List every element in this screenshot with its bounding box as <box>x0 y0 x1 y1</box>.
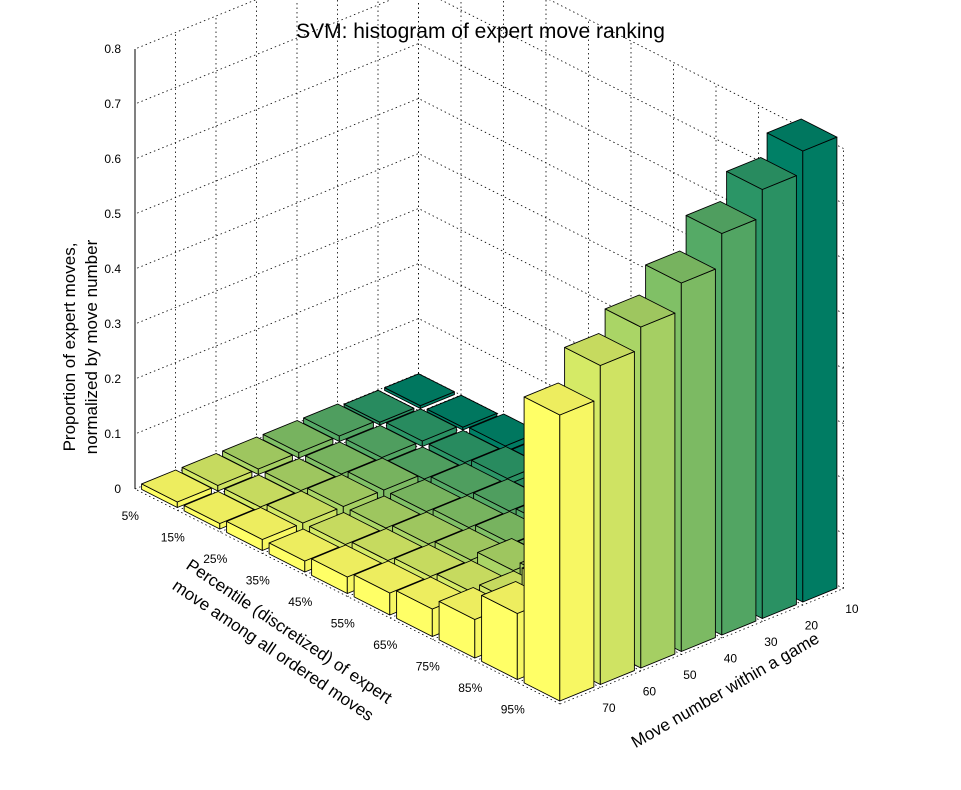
bar-face-top <box>343 389 415 423</box>
bar <box>386 408 457 447</box>
gridline-z <box>134 0 844 149</box>
bar-face-left <box>523 396 561 702</box>
bar-face-right <box>802 136 838 603</box>
z-tick-label: 0 <box>114 482 121 496</box>
z-tick-label: 0.4 <box>104 262 121 276</box>
bar-face-top <box>390 479 461 512</box>
bar-face-top <box>726 157 797 190</box>
x-tick-label: 5% <box>122 509 140 523</box>
bar-face-top <box>386 408 457 442</box>
bar-face-top <box>432 495 504 528</box>
bar-face-top <box>309 512 380 545</box>
bar-face-right <box>640 312 676 669</box>
z-tick-label: 0.3 <box>104 317 121 331</box>
bar-face-top <box>351 528 423 561</box>
bar-face-top <box>303 403 374 437</box>
x-tick-label: 75% <box>416 659 440 673</box>
y-tick-label: 10 <box>845 602 859 616</box>
x-tick-label: 65% <box>373 638 397 652</box>
bar-face-top <box>268 528 340 562</box>
z-tick-label: 0.5 <box>104 207 121 221</box>
bar <box>345 425 417 464</box>
z-axis-label-line1: Proportion of expert moves, <box>60 243 79 452</box>
bar-face-top <box>645 250 716 284</box>
bar-face-top <box>183 491 255 524</box>
bar-face-top <box>307 474 378 507</box>
bar-face-top <box>181 453 253 486</box>
x-tick-label: 55% <box>331 616 355 630</box>
bar-face-top <box>347 457 419 491</box>
y-tick-label: 60 <box>643 684 657 698</box>
gridline-floor <box>559 588 844 705</box>
bar <box>384 373 455 409</box>
bar <box>523 382 595 702</box>
bar-face-right <box>721 219 757 636</box>
y-tick-label: 40 <box>724 651 738 665</box>
z-tick-label: 0.6 <box>104 152 121 166</box>
bar-face-top <box>394 544 465 577</box>
z-tick-label: 0.8 <box>104 42 121 56</box>
bar-face-top <box>564 333 635 366</box>
bar-face-top <box>311 544 382 578</box>
bar <box>222 436 293 475</box>
bar <box>262 420 334 459</box>
bar-face-top <box>392 511 463 545</box>
gridline-z <box>134 43 844 259</box>
tick-labels: 0 0.1 0.2 0.3 0.4 0.5 0.6 0.7 0.8 95% 85% 75% 65% 55%… <box>104 42 859 716</box>
bar <box>141 469 212 508</box>
x-tick-label: 45% <box>288 595 312 609</box>
bar-face-right <box>559 400 595 702</box>
z-axis-label-line2: normalized by move number <box>82 239 101 454</box>
bar <box>343 389 415 426</box>
z-tick-label: 0.7 <box>104 97 121 111</box>
gridline-floor <box>134 488 561 705</box>
x-axis-label-line2: move among all ordered moves <box>169 576 377 725</box>
bar-face-top <box>685 201 757 234</box>
bar-face-top <box>226 507 297 540</box>
x-tick-label: 85% <box>458 681 482 695</box>
bar-face-top <box>349 495 421 529</box>
bar-face-top <box>266 490 338 524</box>
bar <box>426 394 498 431</box>
y-tick-label: 50 <box>683 668 697 682</box>
bar-face-top <box>766 118 838 152</box>
bar-face-top <box>604 294 676 328</box>
bar <box>181 453 253 492</box>
bar-face-top <box>224 474 295 508</box>
bars <box>141 118 838 702</box>
x-tick-label: 35% <box>246 573 270 587</box>
bar-face-top <box>305 441 376 475</box>
bar-face-right <box>680 268 716 652</box>
bar-face-top <box>345 425 417 458</box>
bar-face-top <box>428 430 500 463</box>
bar-face-top <box>222 436 293 470</box>
z-tick-label: 0.1 <box>104 427 121 441</box>
bar-face-top <box>430 462 502 496</box>
bar-face-top <box>141 469 212 503</box>
chart-title: SVM: histogram of expert move ranking <box>296 20 665 43</box>
bar <box>303 403 374 442</box>
bar-face-top <box>384 373 455 407</box>
bar-face-top <box>262 420 334 453</box>
x-tick-label: 95% <box>501 702 525 716</box>
x-tick-label: 15% <box>161 530 185 544</box>
y-tick-label: 70 <box>602 701 616 715</box>
bar-face-top <box>264 458 336 491</box>
z-tick-label: 0.2 <box>104 372 121 386</box>
bar-face-top <box>353 560 425 594</box>
y-tick-label: 30 <box>764 635 778 649</box>
bar-face-right <box>761 175 797 619</box>
bar-face-right <box>599 351 635 685</box>
gridline-z <box>134 0 844 204</box>
bar-face-top <box>523 382 595 416</box>
bar-face-top <box>426 394 498 428</box>
y-tick-label: 20 <box>805 618 819 632</box>
x-tick-label: 25% <box>203 552 227 566</box>
